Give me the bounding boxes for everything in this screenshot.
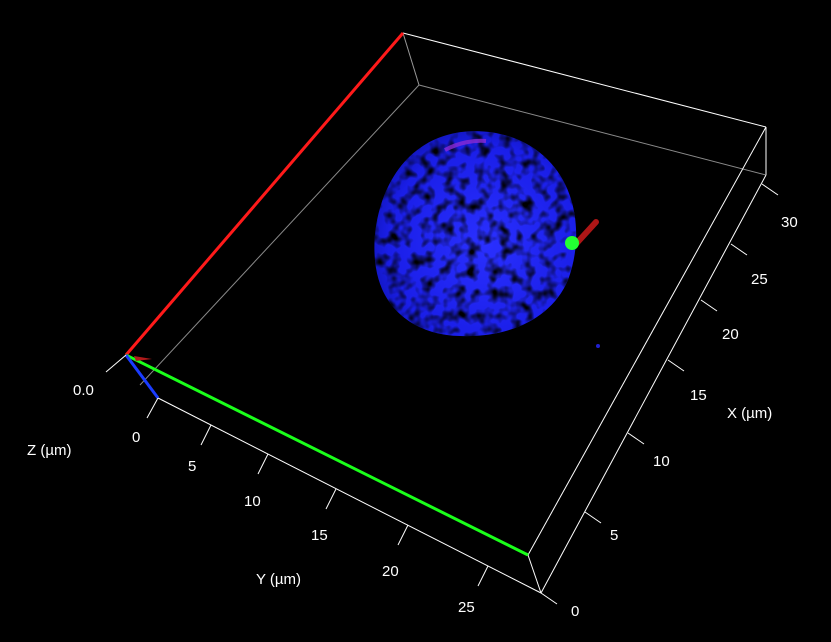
tick-mark <box>584 511 602 524</box>
x-tick-label: 25 <box>751 271 768 288</box>
x-tick-label: 15 <box>690 387 707 404</box>
z-axis-title: Z (µm) <box>27 442 71 459</box>
blue-speck <box>596 344 600 348</box>
z-tick-label: 0.0 <box>73 382 94 399</box>
tick-mark <box>477 565 489 587</box>
cell-nucleus <box>374 131 577 337</box>
y-tick-label: 10 <box>244 493 261 510</box>
tick-mark <box>627 432 645 445</box>
tick-mark <box>667 359 685 372</box>
axis-tick-marks <box>105 183 779 605</box>
tick-mark <box>105 354 127 373</box>
y-axis-title: Y (µm) <box>256 571 301 588</box>
tick-mark <box>540 592 558 605</box>
y-tick-label: 25 <box>458 599 475 616</box>
green-spot <box>565 236 579 250</box>
red-marker <box>134 356 152 361</box>
y-tick-label: 5 <box>188 458 196 475</box>
x-tick-label: 30 <box>781 214 798 231</box>
tick-mark <box>397 524 409 546</box>
z-axis-line <box>124 354 160 399</box>
x-tick-label: 0 <box>571 603 579 620</box>
tick-mark <box>200 424 212 446</box>
y-tick-label: 15 <box>311 527 328 544</box>
bounding-box <box>125 32 767 594</box>
x-tick-label: 10 <box>653 453 670 470</box>
x-tick-label: 20 <box>722 326 739 343</box>
tick-mark <box>257 453 269 475</box>
y-tick-label: 20 <box>382 563 399 580</box>
x-axis-line <box>124 32 405 356</box>
x-tick-label: 5 <box>610 527 618 544</box>
tick-mark <box>700 299 718 312</box>
tick-mark <box>730 243 748 256</box>
y-axis-line <box>125 353 529 557</box>
tick-mark <box>761 183 779 196</box>
x-axis-title: X (µm) <box>727 405 772 422</box>
y-tick-label: 0 <box>132 429 140 446</box>
tick-mark <box>146 397 159 419</box>
tick-mark <box>325 488 337 510</box>
